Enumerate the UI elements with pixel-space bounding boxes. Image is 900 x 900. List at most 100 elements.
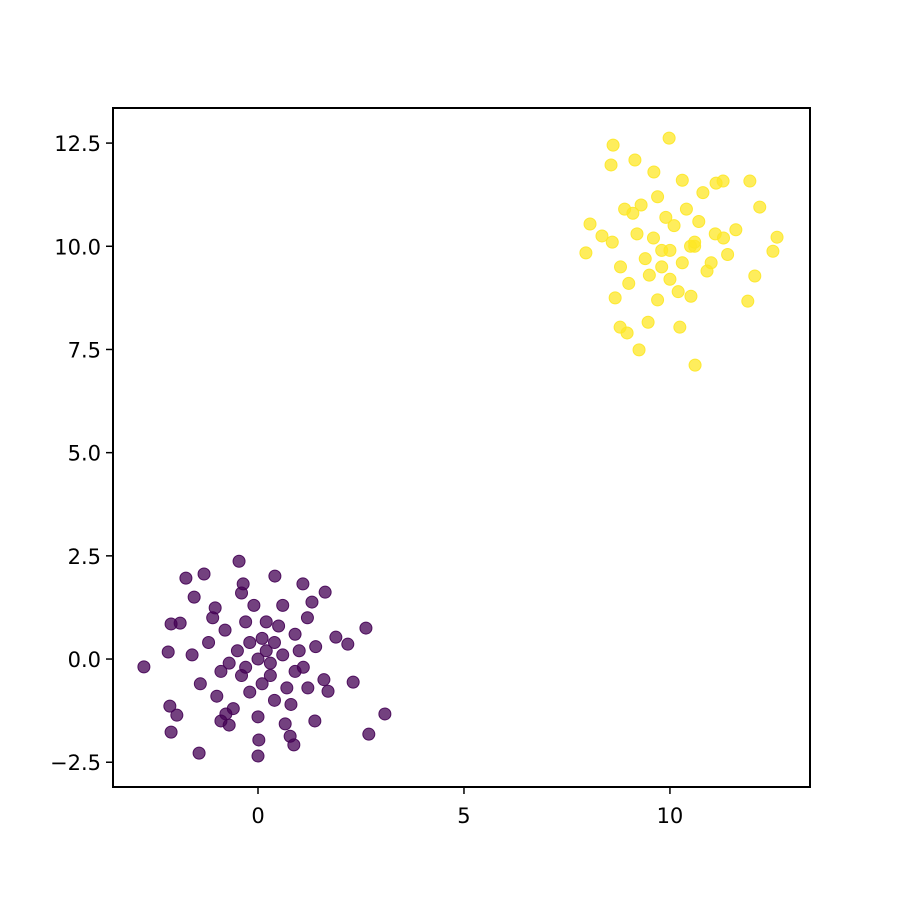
point (276, 648, 290, 662)
y-tick-label: −2.5 (50, 751, 101, 775)
point (296, 577, 310, 591)
point (179, 571, 193, 585)
point (317, 673, 331, 687)
point (276, 598, 290, 612)
plot-area (113, 108, 810, 787)
point (218, 623, 232, 637)
point (614, 260, 628, 274)
point (651, 190, 665, 204)
point (267, 636, 281, 650)
point (235, 586, 249, 600)
point (267, 693, 281, 707)
point (638, 252, 652, 266)
point (605, 235, 619, 249)
point (321, 684, 335, 698)
point (232, 554, 246, 568)
point (675, 173, 689, 187)
point (309, 640, 323, 654)
point (163, 699, 177, 713)
point (663, 272, 677, 286)
point (263, 656, 277, 670)
point (243, 685, 257, 699)
point (193, 677, 207, 691)
point (239, 615, 253, 629)
point (329, 630, 343, 644)
point (247, 598, 261, 612)
point (753, 200, 767, 214)
point (305, 595, 319, 609)
point (284, 697, 298, 711)
point (647, 165, 661, 179)
point (288, 627, 302, 641)
point (748, 269, 762, 283)
point (671, 285, 685, 299)
point (222, 656, 236, 670)
point (613, 320, 627, 334)
point (688, 235, 702, 249)
point (206, 611, 220, 625)
point (362, 727, 376, 741)
point (255, 631, 269, 645)
point (709, 176, 723, 190)
y-tick-label: 2.5 (68, 545, 101, 569)
point (214, 714, 228, 728)
point (308, 714, 322, 728)
point (743, 174, 757, 188)
point (300, 611, 314, 625)
point (721, 248, 735, 262)
point (583, 217, 597, 231)
point (359, 621, 373, 635)
point (251, 710, 265, 724)
point (659, 210, 673, 224)
point (173, 616, 187, 630)
x-tick-label: 5 (457, 804, 470, 828)
point (642, 268, 656, 282)
point (341, 637, 355, 651)
point (192, 746, 206, 760)
point (185, 648, 199, 662)
point (716, 231, 730, 245)
point (663, 243, 677, 257)
y-tick-label: 10.0 (54, 235, 101, 259)
point (197, 567, 211, 581)
point (226, 702, 240, 716)
point (604, 158, 618, 172)
point (628, 153, 642, 167)
point (268, 569, 282, 583)
point (251, 749, 265, 763)
x-tick-label: 10 (657, 804, 684, 828)
point (170, 708, 184, 722)
point (696, 186, 710, 200)
point (251, 652, 265, 666)
plot-frame (112, 107, 811, 788)
point (634, 198, 648, 212)
y-tick-label: 12.5 (54, 132, 101, 156)
point (673, 320, 687, 334)
point (622, 276, 636, 290)
point (692, 215, 706, 229)
point (729, 223, 743, 237)
point (704, 256, 718, 270)
point (292, 644, 306, 658)
y-tick-label: 5.0 (68, 442, 101, 466)
y-tick-label: 7.5 (68, 338, 101, 362)
point (766, 244, 780, 258)
point (595, 229, 609, 243)
point (187, 590, 201, 604)
point (641, 315, 655, 329)
point (318, 585, 332, 599)
point (255, 677, 269, 691)
point (252, 733, 266, 747)
point (210, 689, 224, 703)
point (272, 619, 286, 633)
point (239, 660, 253, 674)
point (230, 644, 244, 658)
point (378, 707, 392, 721)
point (214, 664, 228, 678)
point (161, 645, 175, 659)
point (618, 202, 632, 216)
point (667, 219, 681, 233)
point (632, 343, 646, 357)
point (243, 636, 257, 650)
